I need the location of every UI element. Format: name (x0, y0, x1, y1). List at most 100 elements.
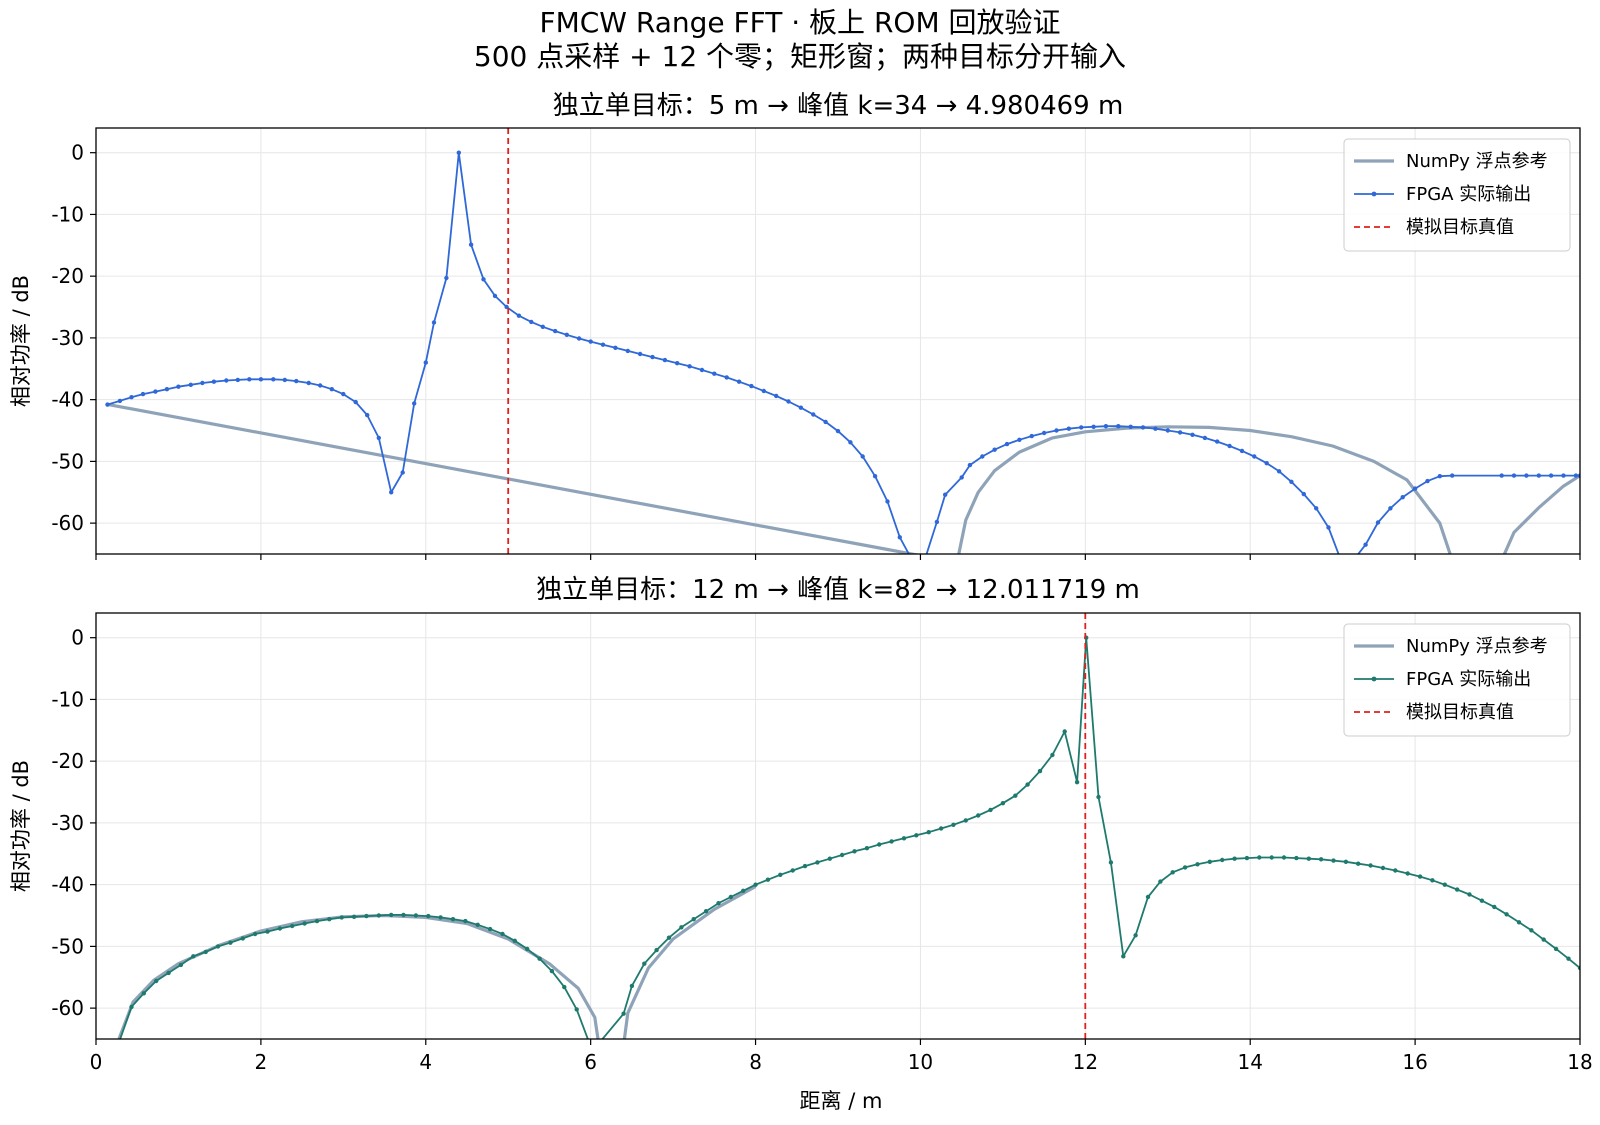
fpga-output-point (450, 917, 456, 922)
y-tick-label: -10 (51, 202, 84, 226)
fpga-output-point (211, 379, 217, 384)
fpga-output-point (1400, 495, 1405, 500)
fpga-output-point (353, 399, 358, 405)
fpga-output-point (1417, 874, 1423, 879)
fpga-output-point (839, 852, 845, 858)
fpga-output-point (176, 384, 181, 389)
fpga-output-point (1239, 448, 1245, 454)
fpga-output-point (1000, 801, 1006, 806)
fpga-output-point (914, 833, 919, 838)
fpga-output-point (1314, 506, 1319, 511)
fpga-output-point (1301, 491, 1307, 497)
fpga-output-point (529, 319, 534, 325)
fpga-output-point (1306, 856, 1312, 861)
fpga-output-point (889, 839, 894, 844)
fpga-output-point (117, 398, 123, 404)
fpga-output-point (1529, 928, 1534, 933)
fpga-output-point (1133, 933, 1138, 938)
fpga-output-point (774, 393, 779, 399)
fpga-output-point (877, 842, 882, 847)
fpga-output-point (1561, 473, 1566, 478)
fpga-output-point (679, 925, 684, 930)
fpga-output-point (235, 377, 240, 383)
fpga-output-point (699, 367, 705, 373)
fpga-output-point (438, 915, 443, 920)
fpga-output-point (549, 968, 555, 974)
x-tick-label: 0 (90, 1050, 103, 1074)
fpga-output-point (574, 1007, 579, 1012)
fpga-output-point (500, 931, 505, 937)
y-tick-label: -10 (51, 687, 84, 711)
fpga-output-point (712, 371, 717, 376)
fpga-output-point (600, 342, 606, 347)
fpga-output-point (265, 929, 270, 934)
fpga-output-point (1096, 794, 1101, 800)
fpga-output-point (1041, 430, 1047, 436)
fpga-output-point (1356, 861, 1361, 866)
fpga-output-point (588, 339, 593, 344)
fpga-output-point (1050, 752, 1055, 758)
fpga-output-point (492, 293, 498, 299)
fpga-output-point (687, 364, 692, 369)
fpga-output-point (423, 360, 428, 365)
fpga-output-point (959, 475, 964, 480)
panel-bottom-12m: 独立单目标：12 m → 峰值 k=82 → 12.011719 m 0 -10 -2… (9, 575, 1593, 1074)
fpga-output-point (1269, 855, 1274, 860)
fpga-output-point (516, 313, 522, 318)
fpga-output-point (1116, 424, 1121, 429)
x-tick-label: 16 (1402, 1050, 1427, 1074)
fpga-output-point (564, 332, 569, 337)
fpga-output-point (1548, 473, 1554, 478)
fpga-output-point (1380, 865, 1386, 871)
fpga-output-point (224, 378, 229, 383)
fpga-output-point (1393, 868, 1398, 873)
legend-entry-label: FPGA 实际输出 (1406, 669, 1531, 690)
fpga-output-point (341, 391, 346, 397)
fpga-output-point (1037, 768, 1043, 774)
y-tick-label: -50 (51, 449, 84, 473)
panel-title: 独立单目标：5 m → 峰值 k=34 → 4.980469 m (553, 91, 1124, 121)
fpga-output-point (1281, 855, 1287, 860)
fpga-output-point (1375, 520, 1381, 525)
fpga-output-point (662, 357, 668, 363)
figure-title-line1: FMCW Range FFT · 板上 ROM 回放验证 (539, 6, 1060, 39)
fpga-output-point (154, 978, 159, 984)
fpga-output-point (327, 917, 332, 922)
legend-box (1343, 623, 1571, 737)
fpga-output-point (463, 918, 468, 924)
fpga-output-point (178, 962, 184, 968)
fpga-output-point (412, 401, 417, 406)
fpga-output-point (1499, 473, 1504, 478)
fpga-output-point (188, 382, 193, 387)
fpga-output-point (823, 419, 828, 425)
fpga-output-point (1536, 473, 1542, 478)
fpga-output-point (716, 901, 721, 906)
fpga-output-point (294, 378, 299, 384)
fpga-output-point (798, 405, 804, 410)
y-axis-label: 相对功率 / dB (9, 760, 33, 892)
fpga-output-point (1103, 424, 1109, 429)
fpga-output-point (351, 914, 357, 919)
fpga-output-point (164, 387, 170, 392)
fpga-output-point (860, 454, 865, 459)
fpga-output-point (1145, 894, 1151, 900)
fpga-output-point (1195, 862, 1200, 867)
x-tick-label: 18 (1567, 1050, 1592, 1074)
fpga-output-point (848, 440, 853, 445)
fpga-output-point (389, 912, 394, 918)
fpga-output-point (1128, 424, 1133, 429)
fpga-output-point (481, 277, 486, 282)
fpga-output-point (413, 913, 419, 918)
legend-entry-label: 模拟目标真值 (1406, 217, 1514, 238)
x-tick-label: 2 (255, 1050, 268, 1074)
fpga-output-point (691, 917, 696, 922)
fpga-output-point (153, 389, 158, 394)
fpga-output-point (401, 912, 406, 918)
fpga-output-point (129, 1004, 134, 1010)
legend-swatch-marker (1371, 676, 1377, 682)
fpga-output-point (864, 846, 870, 851)
